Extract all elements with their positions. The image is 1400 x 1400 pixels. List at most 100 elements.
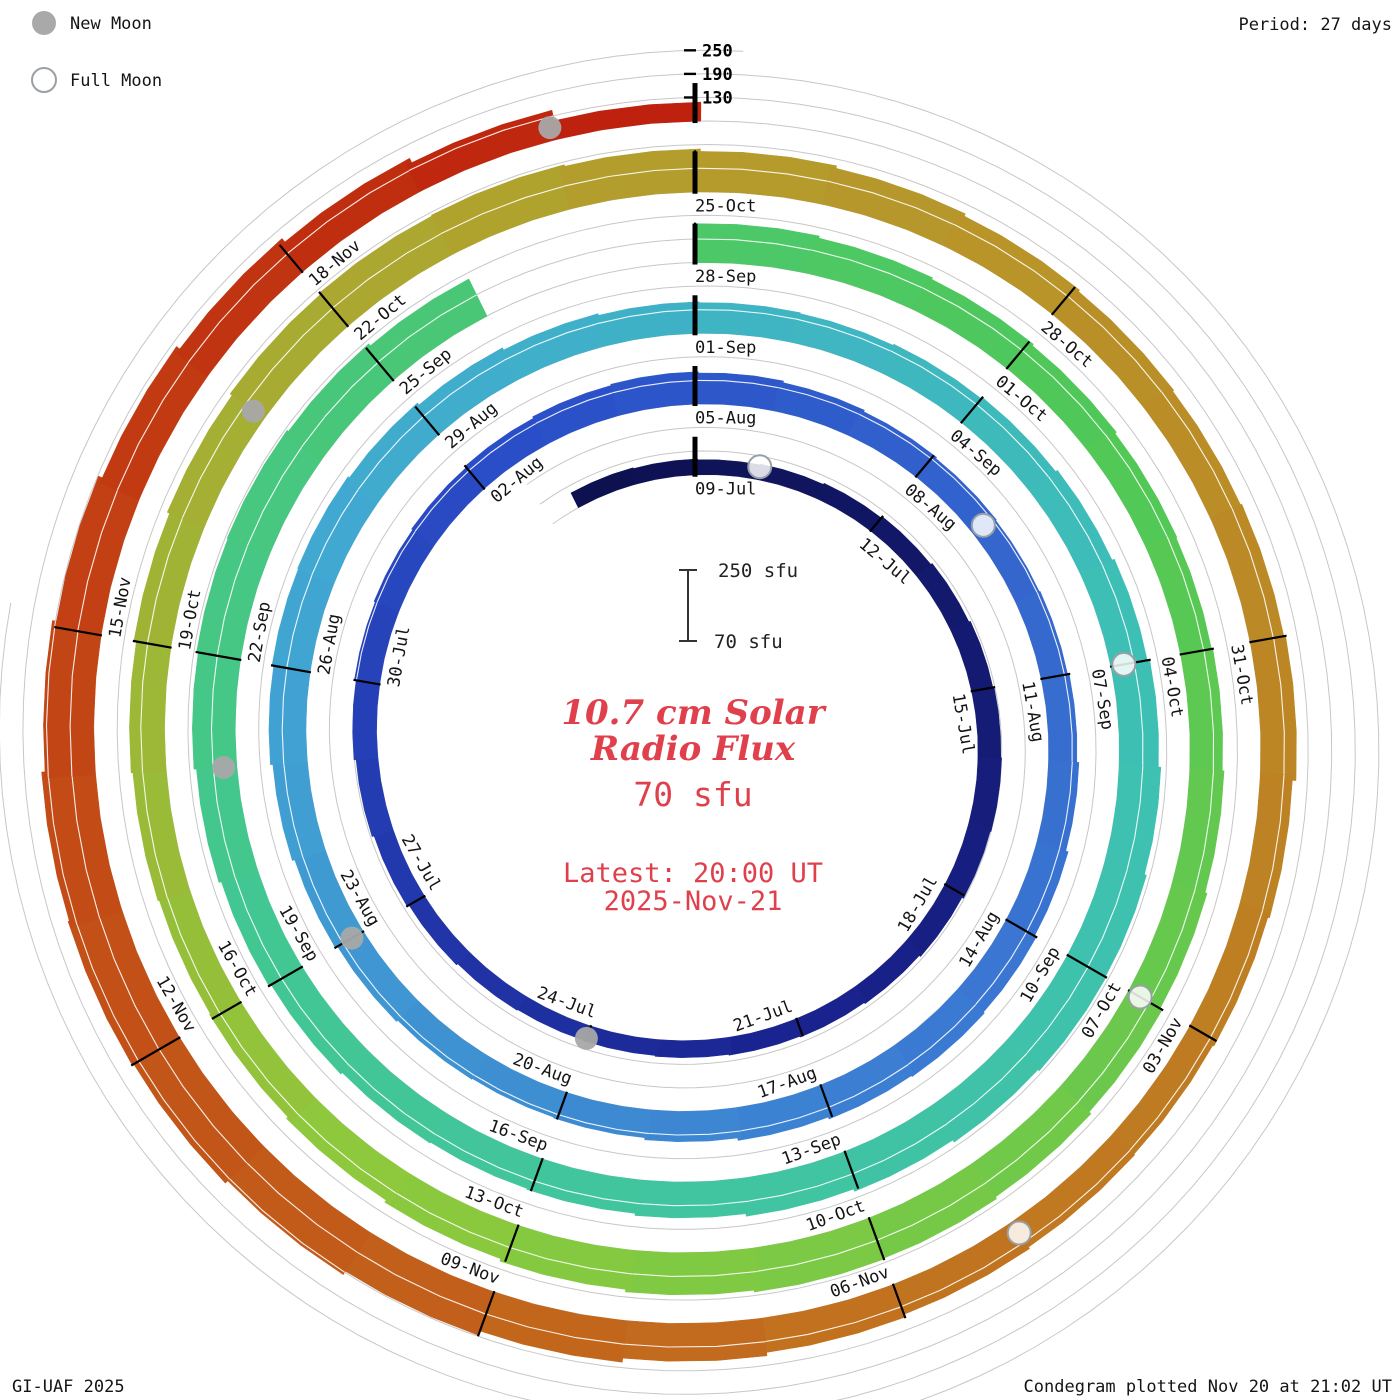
band-gridline: [895, 1241, 1026, 1310]
flux-band-segment: [1187, 902, 1270, 1047]
band-gridline: [627, 1270, 758, 1277]
flux-band-segment: [384, 1170, 519, 1262]
date-tick: [1188, 1024, 1218, 1043]
flux-axis-label: 190: [702, 65, 733, 85]
flux-band-segment: [268, 661, 311, 765]
band-gridline: [827, 180, 960, 228]
date-tick: [943, 882, 965, 897]
band-gridline: [431, 1131, 535, 1182]
date-tick: [318, 291, 350, 328]
flux-band-segment: [1210, 503, 1286, 648]
flux-band-segment: [338, 1046, 449, 1144]
flux-band-segment: [840, 1103, 957, 1192]
band-gridline: [1058, 761, 1073, 853]
band-gridline: [612, 379, 699, 394]
band-gridline: [1067, 295, 1166, 397]
date-tick: [867, 1216, 886, 1261]
new-moon-marker: [241, 399, 265, 423]
band-gridline: [1085, 869, 1128, 971]
new-moon-marker: [538, 116, 562, 140]
flux-axis-label: 130: [702, 88, 733, 108]
flux-band-segment: [132, 765, 191, 902]
moon-legend: New Moon Full Moon: [31, 11, 162, 93]
date-tick: [1005, 340, 1031, 370]
band-gridline: [47, 771, 78, 926]
band-gridline: [1260, 774, 1285, 916]
band-gridline: [217, 1009, 299, 1115]
band-gridline: [953, 223, 1073, 300]
band-gridline: [282, 760, 304, 858]
new-moon-marker: [340, 926, 364, 950]
band-gridline: [811, 249, 927, 291]
band-gridline: [848, 1123, 948, 1176]
flux-band-segment: [526, 1157, 644, 1215]
band-gridline: [392, 1190, 511, 1249]
flux-band-segment: [1080, 558, 1149, 671]
band-gridline: [398, 1014, 475, 1076]
band-gridline: [480, 1311, 625, 1345]
band-gridline: [440, 184, 570, 235]
flux-band-segment: [625, 1247, 760, 1296]
date-tick: [278, 244, 304, 274]
date-tick: [1249, 634, 1287, 644]
flux-band-segment: [499, 313, 606, 382]
band-gridline: [69, 625, 80, 777]
band-gridline: [210, 651, 219, 769]
band-gridline: [470, 1073, 559, 1116]
band-gridline: [976, 403, 1052, 481]
period-label: Period: 27 days: [1238, 15, 1392, 35]
flux-band-segment: [532, 384, 622, 445]
band-gridline: [1101, 564, 1136, 667]
flux-band-segment: [1041, 673, 1078, 767]
band-gridline: [1036, 592, 1066, 679]
date-tick: [869, 515, 884, 533]
new-moon-marker: [574, 1026, 598, 1050]
band-gridline: [1048, 476, 1105, 569]
band-gridline: [352, 1249, 487, 1315]
band-gridline: [216, 542, 250, 656]
plotted-label: Condegram plotted Nov 20 at 21:02 UT: [1024, 1377, 1392, 1397]
band-gridline: [140, 638, 149, 773]
band-gridline: [77, 485, 120, 632]
band-gridline: [423, 357, 508, 417]
band-gridline: [1133, 662, 1144, 771]
date-tick: [267, 965, 304, 988]
band-gridline: [74, 919, 140, 1062]
band-gridline: [530, 1179, 641, 1205]
full-moon-marker: [1127, 984, 1153, 1010]
band-gridline: [346, 1062, 436, 1135]
band-gridline: [858, 413, 935, 462]
flux-band-segment: [594, 301, 700, 348]
band-gridline: [116, 357, 192, 491]
band-gridline: [752, 1239, 878, 1273]
band-gridline: [242, 1158, 359, 1254]
band-gridline: [225, 1174, 346, 1273]
band-gridline: [905, 1004, 976, 1067]
full-moon-marker: [970, 512, 996, 538]
flux-band-segment: [355, 755, 394, 838]
band-gridline: [1207, 909, 1264, 1043]
band-gridline: [1231, 508, 1276, 644]
flux-band-segment: [610, 371, 699, 416]
band-gridline: [1074, 1002, 1150, 1106]
band-gridline: [278, 974, 351, 1067]
band-gridline: [408, 115, 554, 171]
flux-band-segment: [854, 939, 922, 1005]
band-gridline: [1203, 650, 1215, 776]
band-gridline: [376, 528, 418, 604]
date-tick: [891, 1283, 907, 1319]
band-gridline: [943, 1052, 1028, 1127]
date-label: 05-Aug: [695, 409, 756, 429]
latest-date-label: 2025-Nov-21: [604, 886, 783, 917]
band-gridline: [233, 873, 282, 979]
flux-band-segment: [473, 1289, 628, 1363]
band-gridline: [286, 571, 314, 669]
band-gridline: [311, 485, 361, 576]
flux-band-segment: [1145, 532, 1213, 660]
band-gridline: [778, 387, 863, 416]
band-gridline: [332, 230, 446, 309]
band-gridline: [1125, 1037, 1212, 1155]
flux-band-segment: [192, 647, 242, 770]
date-tick: [970, 685, 996, 693]
band-gridline: [694, 309, 799, 321]
